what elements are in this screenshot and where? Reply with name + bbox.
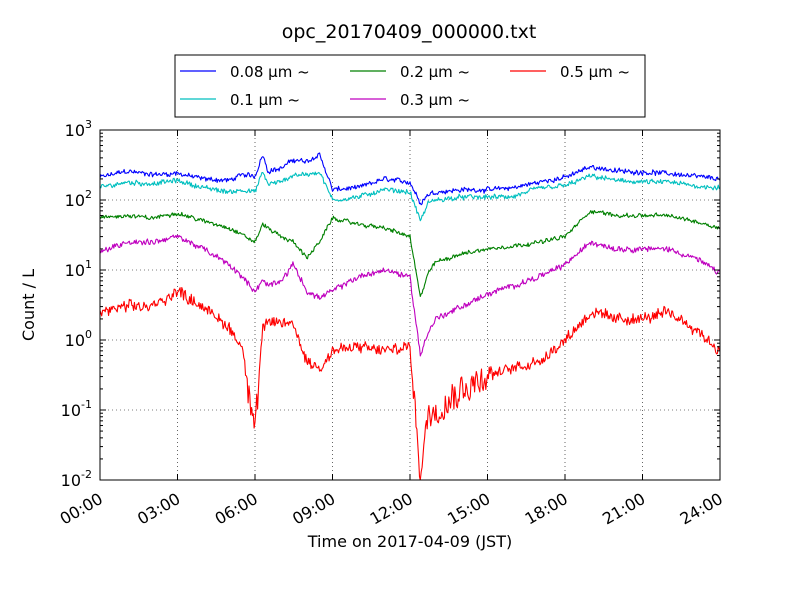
legend-label: 0.1 μm ~ bbox=[230, 91, 300, 109]
y-tick-base: 10 bbox=[61, 401, 81, 420]
y-tick-exponent: 0 bbox=[85, 328, 92, 341]
y-tick-exponent: 2 bbox=[85, 188, 92, 201]
legend-label: 0.5 μm ~ bbox=[560, 63, 630, 81]
series-line bbox=[99, 152, 721, 206]
chart-title: opc_20170409_000000.txt bbox=[282, 21, 537, 43]
x-axis-label: Time on 2017-04-09 (JST) bbox=[307, 532, 512, 551]
y-tick-label: 10-1 bbox=[61, 398, 92, 420]
y-tick-base: 10 bbox=[65, 331, 85, 350]
y-tick-label: 103 bbox=[65, 118, 92, 140]
x-tick-labels: 00:00 03:00 06:00 09:00 12:00 15:00 18:00 21:00… bbox=[57, 489, 726, 529]
x-tick-label: 15:00 bbox=[444, 489, 493, 529]
x-tick-label: 24:00 bbox=[677, 489, 726, 529]
legend-label: 0.08 μm ~ bbox=[230, 63, 310, 81]
series-line bbox=[99, 234, 721, 357]
x-tick-label: 03:00 bbox=[134, 489, 183, 529]
legend-label: 0.3 μm ~ bbox=[400, 91, 470, 109]
y-tick-label: 10-2 bbox=[61, 468, 92, 490]
y-tick-exponent: -1 bbox=[81, 398, 92, 411]
y-tick-label: 100 bbox=[65, 328, 92, 350]
y-tick-base: 10 bbox=[65, 261, 85, 280]
y-tick-exponent: -2 bbox=[81, 468, 92, 481]
x-tick-label: 06:00 bbox=[212, 489, 261, 529]
x-tick-label: 12:00 bbox=[367, 489, 416, 529]
y-tick-exponent: 1 bbox=[85, 258, 92, 271]
legend: 0.08 μm ~ 0.1 μm ~ 0.2 μm ~ 0.3 μm ~ 0.5 μm … bbox=[174, 54, 646, 118]
y-tick-base: 10 bbox=[61, 471, 81, 490]
x-tick-label: 00:00 bbox=[57, 489, 106, 529]
plot-frame bbox=[99, 129, 721, 481]
y-tick-exponent: 3 bbox=[85, 118, 92, 131]
y-axis-label: Count / L bbox=[19, 269, 38, 341]
series-lines bbox=[99, 152, 721, 481]
legend-label: 0.2 μm ~ bbox=[400, 63, 470, 81]
x-tick-label: 09:00 bbox=[289, 489, 338, 529]
y-tick-base: 10 bbox=[65, 191, 85, 210]
series-line bbox=[99, 287, 721, 481]
series-line bbox=[99, 171, 721, 222]
legend-box bbox=[174, 54, 646, 118]
y-tick-label: 102 bbox=[65, 188, 92, 210]
x-tick-label: 21:00 bbox=[599, 489, 648, 529]
y-tick-base: 10 bbox=[65, 121, 85, 140]
y-tick-label: 101 bbox=[65, 258, 92, 280]
series-line bbox=[99, 209, 721, 297]
x-tick-label: 18:00 bbox=[522, 489, 571, 529]
